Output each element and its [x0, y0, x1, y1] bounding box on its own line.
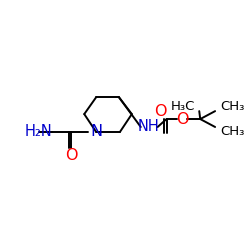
- Text: O: O: [65, 148, 78, 163]
- Text: NH: NH: [138, 120, 160, 134]
- Text: H₂N: H₂N: [25, 124, 52, 140]
- Text: CH₃: CH₃: [220, 100, 244, 113]
- Text: O: O: [176, 112, 189, 126]
- Text: O: O: [154, 104, 167, 118]
- Text: H₃C: H₃C: [171, 100, 195, 113]
- Text: CH₃: CH₃: [220, 126, 244, 138]
- Text: N: N: [90, 124, 102, 140]
